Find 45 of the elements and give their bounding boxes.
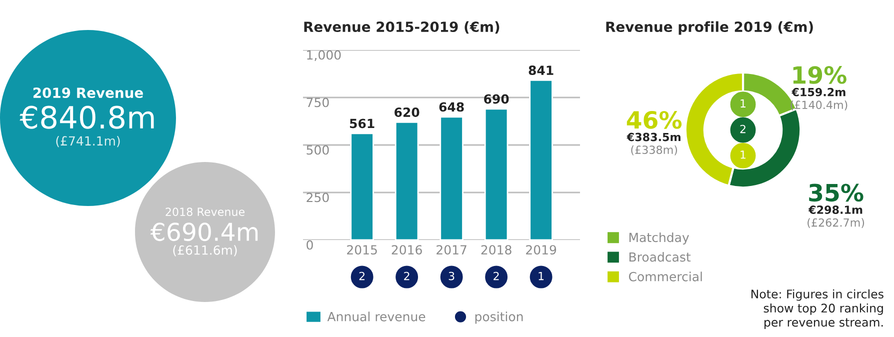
text: €298.1m <box>808 206 862 214</box>
data-label: 841 <box>528 66 554 76</box>
chart-title: Revenue profile 2019 (€m) <box>606 21 813 35</box>
data-label: 2 <box>404 272 410 280</box>
data-label: 620 <box>394 108 420 117</box>
y-tick-label: 500 <box>306 145 329 155</box>
text: (£611.6m) <box>173 245 237 256</box>
x-tick-label: 2017 <box>436 245 466 255</box>
data-label: 648 <box>439 102 464 112</box>
legend-label: Annual revenue <box>327 312 426 322</box>
text: (£741.1m) <box>56 136 120 148</box>
text: 1 <box>740 150 746 159</box>
data-label: 1 <box>538 272 544 280</box>
y-tick-label: 1,000 <box>307 50 341 61</box>
data-label: 690 <box>484 94 509 104</box>
legend-label: Commercial <box>628 272 702 282</box>
legend-label: Matchday <box>629 232 690 245</box>
data-label: 2 <box>359 272 364 280</box>
x-tick-label: 2019 <box>526 245 556 255</box>
data-label: 46% <box>626 110 682 129</box>
data-label: 35% <box>809 184 864 202</box>
data-label: 561 <box>350 118 374 128</box>
text: Note: Figures in circles show top 20 ranking per revenue stream. <box>751 289 884 329</box>
y-tick-label: 250 <box>306 192 329 202</box>
text: €383.5m <box>626 132 680 142</box>
legend-label: position <box>475 312 523 324</box>
text: €690.4m <box>150 222 258 242</box>
text: 2 <box>740 124 746 134</box>
text: (£338m) <box>631 145 678 156</box>
text: €159.2m <box>792 88 846 96</box>
y-tick-label: 750 <box>306 98 329 108</box>
x-tick-label: 2016 <box>392 245 422 255</box>
x-tick-label: 2015 <box>347 245 377 255</box>
y-tick-label: 0 <box>306 240 313 250</box>
data-label: 2 <box>494 272 499 280</box>
text: 1 <box>740 99 746 108</box>
text: 2018 Revenue <box>166 208 245 216</box>
text: €840.8m <box>20 106 154 129</box>
chart-title: Revenue 2015-2019 (€m) <box>304 21 500 34</box>
data-label: 3 <box>448 272 454 280</box>
text: (£262.7m) <box>808 218 864 228</box>
x-tick-label: 2018 <box>481 245 512 255</box>
text: 2019 Revenue <box>33 88 143 98</box>
legend-label: Broadcast <box>629 252 691 262</box>
data-label: 19% <box>793 66 846 84</box>
